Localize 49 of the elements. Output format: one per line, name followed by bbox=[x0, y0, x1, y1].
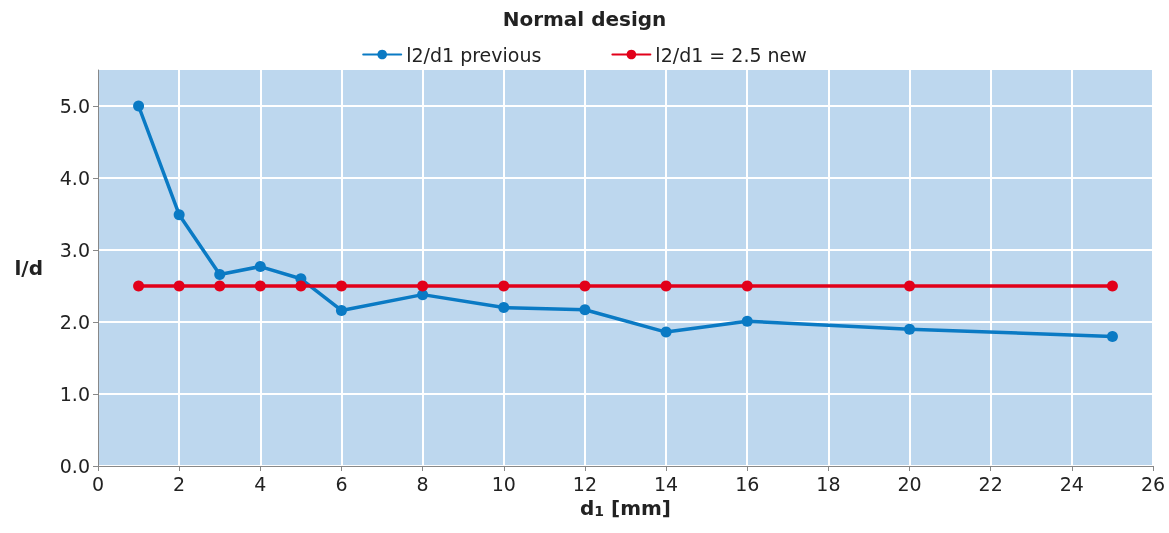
y-axis-title: l/d bbox=[14, 256, 43, 280]
point bbox=[1106, 280, 1118, 292]
point bbox=[214, 280, 226, 292]
point bbox=[904, 280, 916, 292]
x-tick-label: 10 bbox=[491, 472, 516, 495]
x-tick-label: 8 bbox=[416, 472, 429, 495]
point bbox=[335, 304, 347, 316]
y-tick-label: 5.0 bbox=[59, 95, 90, 117]
chart-title: Normal design bbox=[502, 7, 667, 31]
x-axis-title: d1 [mm] bbox=[580, 495, 671, 520]
point bbox=[579, 304, 591, 316]
point bbox=[254, 261, 266, 273]
point bbox=[660, 326, 672, 338]
legend-label: l2/d1 previous bbox=[406, 43, 542, 66]
point bbox=[1106, 330, 1118, 342]
x-tick-label: 0 bbox=[91, 472, 105, 495]
x-tick-label: 12 bbox=[572, 472, 598, 495]
point bbox=[173, 280, 185, 292]
x-tick-label: 24 bbox=[1059, 472, 1084, 495]
point bbox=[579, 280, 591, 292]
point bbox=[904, 323, 916, 335]
y-tick-label: 4.0 bbox=[59, 167, 90, 189]
point bbox=[417, 280, 429, 292]
x-tick-label: 4 bbox=[254, 472, 267, 495]
x-tick-label: 20 bbox=[897, 472, 922, 495]
y-tick-label: 2.0 bbox=[59, 311, 90, 333]
point bbox=[335, 280, 347, 292]
legend-label: l2/d1 = 2.5 new bbox=[655, 43, 807, 66]
y-tick-label: 1.0 bbox=[59, 383, 90, 405]
x-tick-label: 18 bbox=[816, 472, 841, 495]
y-tick-label: 0.0 bbox=[59, 455, 90, 477]
point bbox=[295, 280, 307, 292]
x-tick-label: 6 bbox=[335, 472, 348, 495]
y-tick-label: 3.0 bbox=[59, 239, 90, 261]
point bbox=[214, 268, 226, 280]
point bbox=[741, 315, 753, 327]
x-tick-label: 2 bbox=[173, 472, 186, 495]
x-tick-label: 14 bbox=[653, 472, 679, 495]
point bbox=[660, 280, 672, 292]
point bbox=[498, 302, 510, 314]
point bbox=[173, 209, 185, 221]
x-tick-label: 22 bbox=[978, 472, 1003, 495]
point bbox=[498, 280, 510, 292]
x-tick-label: 26 bbox=[1140, 472, 1166, 495]
point bbox=[133, 280, 145, 292]
point bbox=[254, 280, 266, 292]
x-tick-label: 16 bbox=[735, 472, 760, 495]
point bbox=[133, 100, 145, 112]
point bbox=[741, 280, 753, 292]
